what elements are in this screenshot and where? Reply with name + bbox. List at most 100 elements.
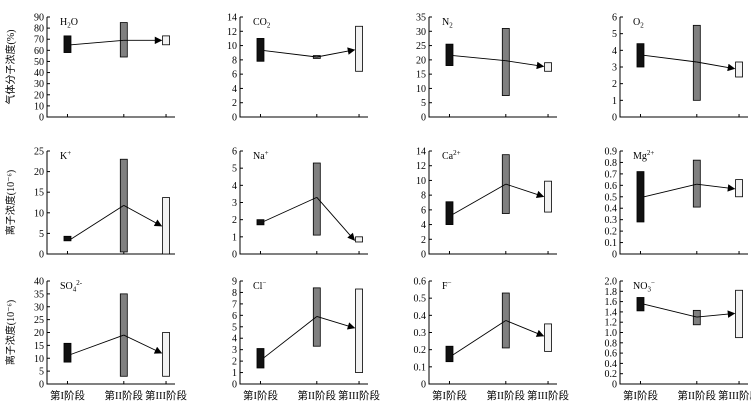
range-bar-stage-1 <box>256 219 265 226</box>
panel-7-title: Ca2+ <box>442 149 461 162</box>
mean-arrow-2-3 <box>123 334 163 354</box>
y-tick-label: 10 <box>34 101 44 112</box>
x-category-label: 第I阶段 <box>623 389 658 402</box>
mean-arrow-2-3 <box>505 320 545 337</box>
mean-line-1-2 <box>643 183 697 198</box>
range-bar-stage-1 <box>63 35 72 53</box>
y-tick-label: 5 <box>421 98 426 109</box>
panel-4-title: O2 <box>633 17 644 30</box>
mean-line-1-2 <box>263 316 318 359</box>
y-tick-label: 10 <box>416 176 426 187</box>
y-tick-label: 1.0 <box>605 328 618 339</box>
x-category-label: 第III阶段 <box>145 389 187 402</box>
x-category-label: 第I阶段 <box>243 389 278 402</box>
mean-arrow-2-3 <box>505 183 545 199</box>
y-tick-label: 2 <box>232 98 237 109</box>
y-tick-label: 9 <box>232 277 237 288</box>
y-tick-label: 20 <box>34 90 44 101</box>
y-tick-label: 14 <box>416 147 426 158</box>
panel-3: 0 5 10 15 20 25 30 35 N2 <box>416 13 557 124</box>
chart-panels: 气体分子浓度(%)离子浓度(10⁻⁶)离子浓度(10⁻⁶)01020304050… <box>4 13 751 403</box>
range-bar-stage-3 <box>355 25 363 72</box>
range-bar-stage-3 <box>544 180 552 213</box>
range-bar-stage-3 <box>355 236 363 243</box>
y-tick-label: 25 <box>34 315 44 326</box>
range-bar-stage-1 <box>256 348 265 369</box>
mean-arrow-2-3 <box>696 61 736 72</box>
y-tick-label: 0.4 <box>605 204 618 215</box>
y-tick-label: 12 <box>416 161 426 172</box>
panel-2: 0 2 4 6 8 10 12 14 CO2 <box>227 13 368 124</box>
y-tick-label: 6 <box>232 147 237 158</box>
y-tick-label: 0 <box>39 380 44 391</box>
range-bar-stage-1 <box>636 43 645 68</box>
y-tick-label: 6 <box>612 13 617 24</box>
y-tick-label: 5 <box>39 367 44 378</box>
panel-9-title: SO42- <box>60 279 83 294</box>
y-tick-label: 1.4 <box>605 307 618 318</box>
y-tick-label: 10 <box>416 84 426 95</box>
y-tick-label: 2.0 <box>605 277 618 288</box>
y-tick-label: 20 <box>34 167 44 178</box>
y-tick-label: 4 <box>421 220 426 231</box>
range-bar-stage-3 <box>735 289 743 339</box>
y-tick-label: 1.6 <box>605 297 618 308</box>
y-tick-label: 80 <box>34 24 44 35</box>
mean-arrow-2-3 <box>316 197 356 241</box>
y-tick-label: 0 <box>421 250 426 261</box>
panel-3-title: N2 <box>442 17 453 30</box>
panel-12: 00.20.40.60.81.01.21.41.61.82.0 NO3− 第I阶段 第… <box>605 277 751 403</box>
y-tick-label: 1.2 <box>605 318 618 329</box>
y-tick-label: 2 <box>232 357 237 368</box>
mean-line-1-2 <box>643 54 697 63</box>
y-tick-label: 6 <box>232 70 237 81</box>
range-bar-stage-1 <box>445 201 454 225</box>
panel-11: 0 0.1 0.2 0.3 0.4 0.5 0.6 F− 第I阶段 第II阶段 第III阶段 <box>414 277 570 403</box>
y-tick-label: 7 <box>232 299 237 310</box>
y-tick-label: 0 <box>39 250 44 261</box>
y-tick-label: 0.4 <box>605 359 618 370</box>
y-tick-label: 1.8 <box>605 287 618 298</box>
y-tick-label: 40 <box>34 68 44 79</box>
panel-5: 0 5 10 15 20 25 K+ <box>34 147 175 261</box>
y-tick-label: 1 <box>612 96 617 107</box>
panel-2-axes <box>239 17 368 118</box>
panel-10-title: Cl− <box>253 279 266 292</box>
panel-8: 00.10.20.30.40.50.60.70.80.9 Mg2+ <box>605 147 748 261</box>
y-tick-label: 0.1 <box>605 238 618 249</box>
panel-12-axes <box>619 281 748 385</box>
range-bar-stage-3 <box>735 61 743 78</box>
panel-7: 0 2 4 6 8 10 12 14 Ca2+ <box>416 147 557 261</box>
y-tick-label: 12 <box>227 27 237 38</box>
y-tick-label: 40 <box>34 277 44 288</box>
y-tick-label: 0.3 <box>605 215 618 226</box>
x-category-label: 第II阶段 <box>678 389 717 402</box>
range-bar-stage-1 <box>445 43 454 66</box>
y-tick-label: 0.1 <box>414 362 427 373</box>
y-tick-label: 0.2 <box>605 369 618 380</box>
mean-arrow-2-3 <box>696 183 736 192</box>
y-tick-label: 0.2 <box>605 227 618 238</box>
y-tick-label: 15 <box>34 188 44 199</box>
y-tick-label: 0.7 <box>605 169 618 180</box>
range-bar-stage-2 <box>119 22 128 58</box>
y-tick-label: 6 <box>421 205 426 216</box>
panel-9-axes <box>46 281 175 385</box>
y-tick-label: 3 <box>232 345 237 356</box>
y-tick-label: 0 <box>612 113 617 124</box>
x-category-label: 第II阶段 <box>105 389 144 402</box>
y-tick-label: 0 <box>232 113 237 124</box>
range-bar-stage-2 <box>312 162 321 236</box>
y-tick-label: 5 <box>232 322 237 333</box>
range-bar-stage-3 <box>355 288 363 373</box>
range-bar-stage-3 <box>162 332 170 377</box>
panel-11-title: F− <box>442 279 452 292</box>
row-1-ylabel: 气体分子浓度(%) <box>4 30 17 105</box>
panel-11-axes <box>428 281 557 385</box>
panel-8-title: Mg2+ <box>633 149 654 162</box>
y-tick-label: 5 <box>232 164 237 175</box>
range-bar-stage-2 <box>501 28 510 96</box>
